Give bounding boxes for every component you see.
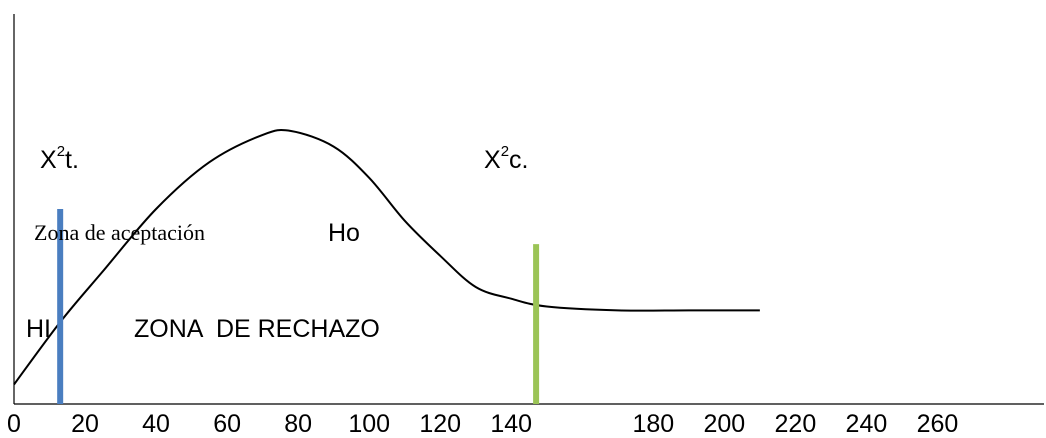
x-tick-label: 260 bbox=[917, 410, 959, 438]
chi-t-label: X2t. bbox=[40, 143, 79, 174]
distribution-curve bbox=[13, 129, 760, 386]
acceptance-zone-label: Zona de aceptación bbox=[34, 220, 205, 245]
x-tick-label: 120 bbox=[419, 410, 461, 438]
x-tick-label: 40 bbox=[142, 410, 170, 438]
rejection-zone-label: ZONA DE RECHAZO bbox=[134, 315, 380, 343]
hi-label: HI bbox=[26, 315, 51, 343]
x-tick-label: 200 bbox=[703, 410, 745, 438]
x-tick-label: 100 bbox=[348, 410, 390, 438]
chi-c-label: X2c. bbox=[484, 143, 528, 174]
x-tick-labels: 0 20 40 60 80 100 120 140 180 200 220 240 260 bbox=[7, 410, 958, 438]
x-tick-label: 240 bbox=[846, 410, 888, 438]
x-tick-label: 140 bbox=[490, 410, 532, 438]
x-tick-label: 80 bbox=[284, 410, 312, 438]
x-tick-label: 60 bbox=[213, 410, 241, 438]
x-tick-label: 220 bbox=[775, 410, 817, 438]
ho-label: Ho bbox=[328, 219, 360, 247]
x-tick-label: 180 bbox=[632, 410, 674, 438]
x-tick-label: 0 bbox=[7, 410, 21, 438]
x-tick-label: 20 bbox=[71, 410, 99, 438]
